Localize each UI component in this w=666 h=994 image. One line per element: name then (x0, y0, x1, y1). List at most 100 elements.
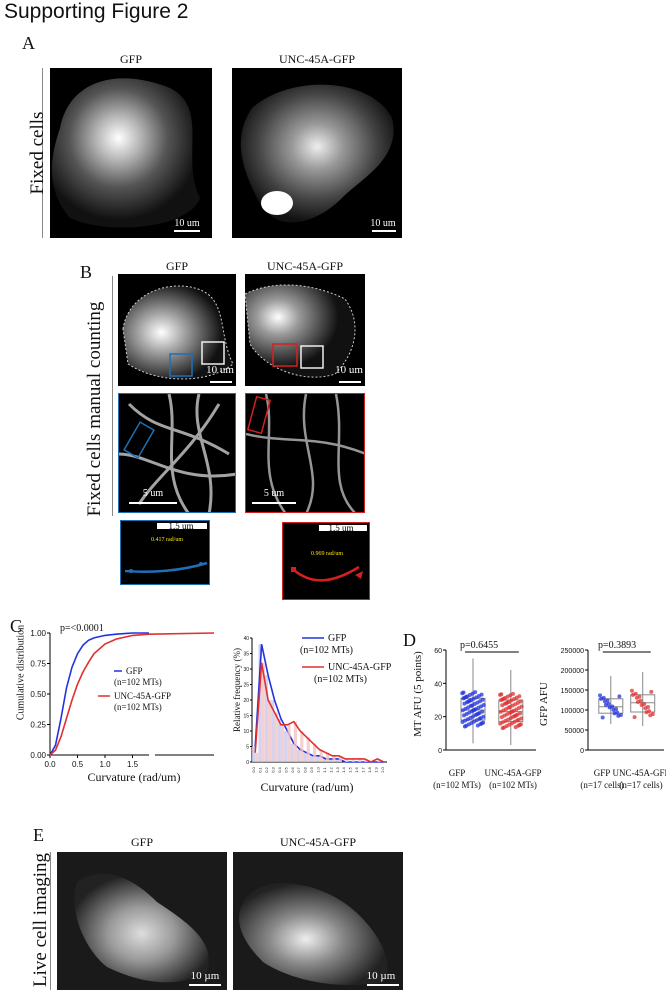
cdf-series-unc (49, 632, 215, 756)
gfp-x-gfp-n: (n=17 cells) (580, 780, 624, 790)
data-point (644, 710, 649, 715)
cdf-legend-unc-n: (n=102 MTs) (114, 702, 162, 712)
mt-afu-chart: MT AFU (5 points) 0 20 40 60 p=0.6455 GFP (… (412, 640, 542, 815)
scale-label: 5 um (263, 488, 285, 499)
panel-b-unc-top-image: 10 um (245, 274, 365, 386)
cell-gfp-fixed (51, 78, 200, 228)
data-point (513, 725, 518, 730)
y-tick-label: 0.25 (30, 721, 46, 730)
x-tick-label: 0.1 (258, 766, 263, 772)
data-point (462, 695, 467, 700)
panel-a-divider (42, 68, 43, 238)
data-point (471, 708, 476, 713)
x-tick-label: 0.2 (264, 766, 269, 772)
mt-x-unc-n: (n=102 MTs) (489, 780, 537, 790)
mt-x-gfp: GFP (448, 768, 466, 778)
x-tick-label: 0.4 (277, 766, 282, 772)
hist-bar (358, 758, 362, 762)
y-tick-label: 20 (434, 715, 442, 722)
hist-bar (261, 662, 265, 762)
panel-a-row-label: Fixed cells (27, 111, 48, 195)
cdf-plot: 0.00 0.25 0.50 0.75 1.00 0.0 0.5 1.0 1.5 (30, 629, 215, 769)
gfp-x-unc: UNC-45A-GFP (612, 768, 666, 778)
scale-bar (367, 984, 399, 986)
x-tick-label: 0.8 (303, 766, 308, 772)
cell-unc-live (239, 883, 388, 986)
panel-c-label: C (10, 616, 23, 636)
x-tick-label: 1.2 (328, 766, 333, 772)
mt-pvalue: p=0.6455 (460, 640, 499, 651)
data-point (504, 701, 509, 706)
data-point (643, 706, 648, 711)
trace-gfp (124, 561, 208, 573)
data-point (607, 705, 612, 710)
y-tick-label: 0 (580, 748, 584, 755)
data-point (649, 689, 654, 694)
mt-x-gfp-n: (n=102 MTs) (433, 780, 481, 790)
data-point (479, 721, 484, 726)
curvature-readout: 0.417 rad/um (151, 537, 183, 543)
y-tick-label: 40 (434, 681, 442, 688)
data-point (470, 703, 475, 708)
data-point (517, 723, 522, 728)
panel-b-unc-trace-image: 1.5 um 0.969 rad/um (282, 522, 370, 600)
data-point (612, 711, 617, 716)
hist-bar (335, 758, 339, 762)
hist-bar (351, 758, 355, 762)
panel-e-unc-image: 10 µm (233, 852, 403, 990)
scale-bar (339, 381, 361, 383)
hist-bar (264, 675, 269, 762)
scale-label: 5 um (142, 488, 164, 499)
gfp-pvalue: p=0.3893 (598, 640, 637, 651)
scale-label: 10 µm (366, 970, 396, 982)
data-point (599, 696, 604, 701)
data-point (634, 695, 639, 700)
box (598, 698, 624, 714)
cell-unc-fixed (240, 84, 394, 223)
y-tick-label: 250000 (561, 648, 584, 655)
data-point (602, 699, 607, 704)
data-point (635, 700, 640, 705)
panel-a-col-gfp: GFP (119, 52, 142, 66)
hist-bar (309, 755, 314, 762)
x-tick-label: 1.1 (322, 766, 327, 772)
data-point (631, 692, 636, 697)
hist-bar (255, 752, 259, 762)
hist-bar (329, 758, 333, 762)
hist-bar (306, 737, 310, 762)
hist-bar (303, 752, 307, 762)
microtubules-unc (246, 394, 364, 512)
hist-bar (287, 724, 291, 762)
cdf-legend-unc: UNC-45A-GFP (114, 691, 172, 701)
y-tick-label: 60 (434, 648, 442, 655)
y-tick-label: 100000 (561, 708, 584, 715)
scale-label: 10 um (206, 364, 234, 376)
cdf-pvalue: p=<0.0001 (60, 623, 104, 634)
panel-b-gfp-zoom-image: 5 um (118, 393, 236, 513)
cdf-legend-gfp: GFP (126, 666, 143, 676)
hist-bar (290, 743, 294, 762)
microtubules-gfp (119, 394, 235, 512)
panel-e-gfp-image: 10 µm (57, 852, 227, 990)
y-tick-label: 1.00 (30, 629, 46, 638)
hist-bar (271, 700, 275, 762)
y-tick-label: 200000 (561, 668, 584, 675)
data-point (461, 690, 466, 695)
data-point (461, 713, 466, 718)
cdf-chart: Cumulative distribution Curvature (rad/u… (14, 615, 224, 795)
hist-bar (325, 752, 330, 762)
figure-title: Supporting Figure 2 (4, 0, 189, 23)
hist-xlabel: Curvature (rad/um) (260, 780, 354, 794)
gfp-x-unc-n: (n=17 cells) (619, 780, 663, 790)
scale-label: 10 um (370, 218, 396, 229)
panel-a-unc-image: 10 um (232, 68, 402, 238)
data-point (499, 692, 504, 697)
data-point (600, 715, 605, 720)
data-point (648, 713, 653, 718)
mt-plot: 0 20 40 60 (434, 648, 536, 755)
data-point (629, 688, 634, 693)
data-point (474, 712, 479, 717)
data-point (478, 716, 483, 721)
x-tick-label: 1.9 (373, 766, 378, 772)
panel-b-unc-zoom-image: 5 um (245, 393, 365, 513)
